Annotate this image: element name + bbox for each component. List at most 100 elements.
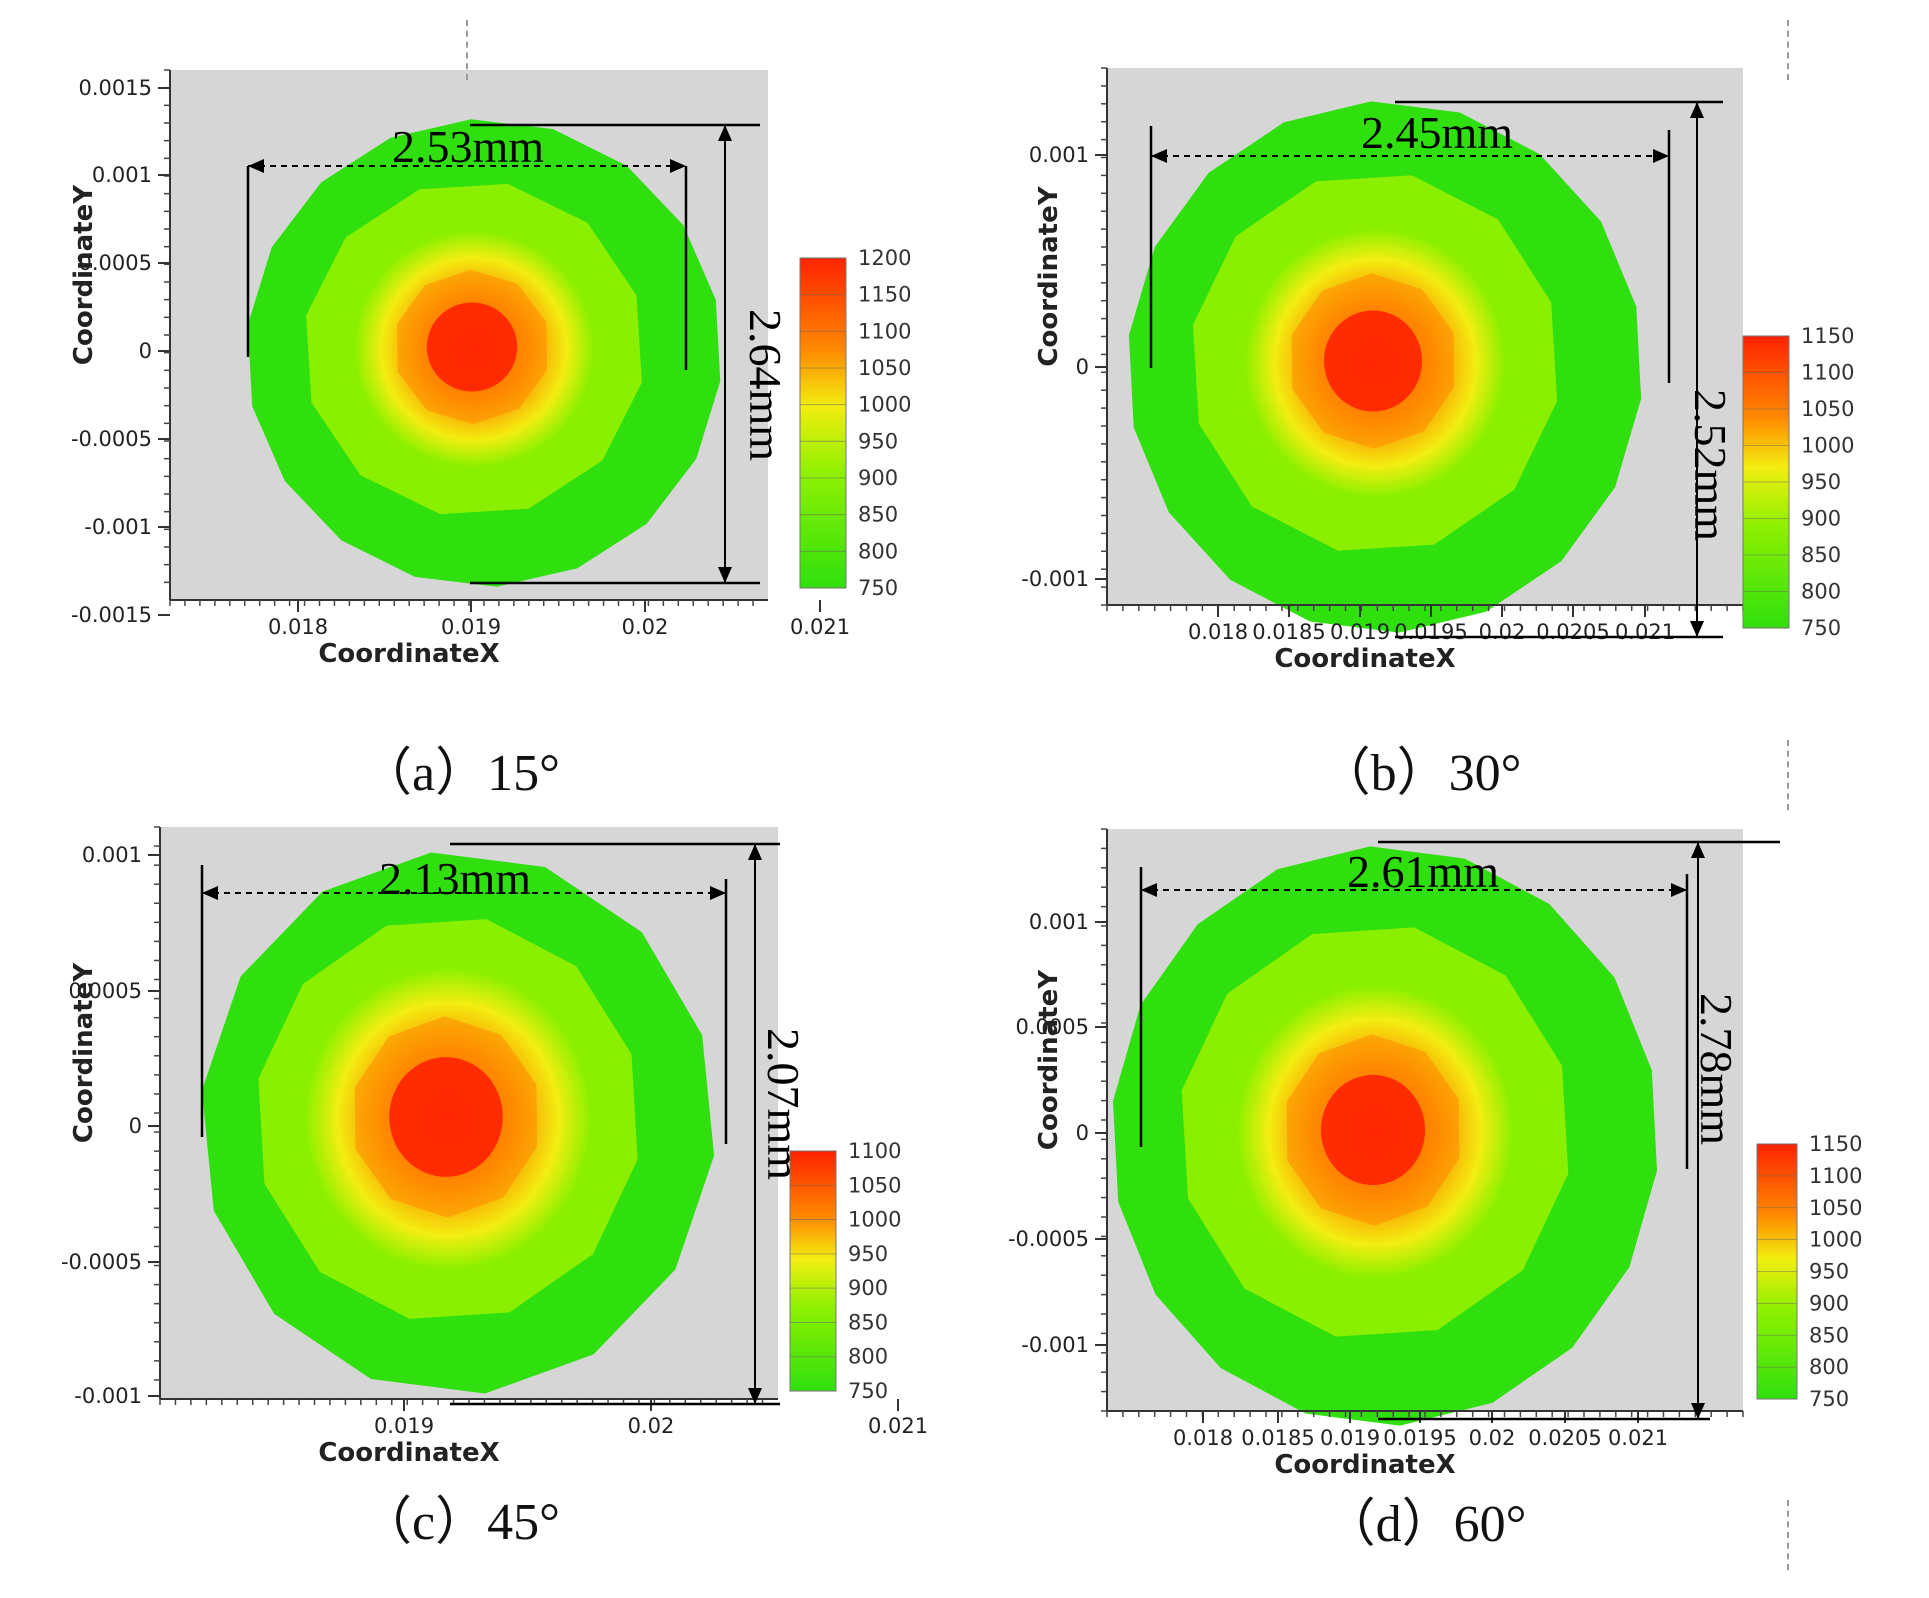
width-arrow-left (202, 886, 218, 900)
x-tick-label: 0.0205 (1536, 620, 1609, 644)
y-tick-label: -0.0005 (61, 1250, 142, 1274)
legend-label: 1000 (1801, 434, 1854, 458)
contour-peak-region (1323, 310, 1423, 412)
y-tick-label: 0 (129, 1114, 142, 1138)
legend-label: 1100 (1801, 361, 1854, 385)
x-tick-label: 0.0195 (1383, 1426, 1456, 1450)
legend-label: 1050 (858, 356, 911, 380)
y-tick-label: -0.001 (1021, 567, 1089, 591)
y-tick-label: -0.0015 (71, 603, 152, 627)
height-arrow-bottom (718, 567, 732, 583)
legend-label: 1050 (1801, 397, 1854, 421)
legend-label: 1050 (1809, 1196, 1862, 1220)
panel-a: 0.018 0.019 0.02 0.021 0.0015 0.001 0.0005 0 -0.… (0, 0, 964, 799)
x-tick-label: 0.019 (441, 615, 501, 639)
legend-colorbar (799, 257, 847, 589)
legend-colorbar (789, 1150, 837, 1392)
height-arrow-bottom (1691, 1403, 1705, 1419)
legend-label: 800 (848, 1345, 888, 1369)
height-arrow-top (718, 125, 732, 141)
panel-b: 0.018 0.0185 0.019 0.0195 0.02 0.0205 0.021 0.0… (965, 0, 1929, 799)
x-tick-label: 0.019 (374, 1414, 434, 1438)
height-dimension-label: 2.64mm (740, 309, 791, 461)
height-arrow-top (1691, 842, 1705, 858)
legend-label: 900 (858, 466, 898, 490)
legend-label: 1150 (1801, 324, 1854, 348)
contour-peak-region (389, 1057, 503, 1177)
panel-caption: （b）30° (1319, 745, 1522, 799)
legend-label: 750 (1809, 1387, 1849, 1411)
legend-label: 1050 (848, 1173, 901, 1197)
y-tick-label: 0.001 (82, 843, 142, 867)
panel-caption: （d）60° (1324, 1496, 1527, 1553)
legend-label: 900 (848, 1276, 888, 1300)
width-arrow-right (1671, 883, 1687, 897)
x-tick-label: 0.0185 (1241, 1426, 1314, 1450)
y-axis-title: CoordinateY (69, 962, 99, 1143)
y-axis-title: CoordinateY (1034, 185, 1064, 366)
legend-label: 850 (1809, 1323, 1849, 1347)
x-tick-label: 0.018 (1188, 620, 1248, 644)
y-tick-label: -0.0005 (71, 427, 152, 451)
y-tick-label: 0.0005 (69, 979, 142, 1003)
divider-guide-mid-right (1787, 740, 1789, 810)
width-arrow-left (1151, 149, 1167, 163)
legend-label: 800 (1801, 580, 1841, 604)
width-arrow-right (1653, 149, 1669, 163)
x-tick-label: 0.021 (1608, 1426, 1668, 1450)
y-tick-label: -0.001 (1021, 1333, 1089, 1357)
chart-svg-c: 0.019 0.02 0.021 0.001 0.0005 0 -0.0005 -0.001 C… (61, 826, 928, 1551)
width-dimension-label: 2.61mm (1347, 846, 1499, 897)
legend-label: 950 (1801, 470, 1841, 494)
x-tick-label: 0.018 (1173, 1426, 1233, 1450)
y-axis-title: CoordinateY (1034, 969, 1064, 1150)
panel-d: 0.018 0.0185 0.019 0.0195 0.02 0.0205 0.021 0.0… (965, 799, 1929, 1598)
panel-caption: （a）15° (360, 745, 560, 799)
legend-label: 750 (858, 576, 898, 600)
legend-label: 900 (1801, 507, 1841, 531)
panel-c: 0.019 0.02 0.021 0.001 0.0005 0 -0.0005 -0.001 C… (0, 799, 964, 1598)
x-tick-label: 0.021 (1615, 620, 1675, 644)
height-arrow-bottom (1690, 621, 1704, 637)
legend-label: 750 (848, 1379, 888, 1403)
height-arrow-top (1690, 102, 1704, 118)
x-axis-title: CoordinateX (318, 639, 499, 669)
height-dimension-label: 2.78mm (1691, 993, 1742, 1145)
divider-guide-bottom-right (1787, 1500, 1789, 1570)
legend-label: 950 (858, 429, 898, 453)
x-tick-label: 0.02 (1469, 1426, 1516, 1450)
y-tick-label: 0 (1076, 1121, 1089, 1145)
x-tick-label: 0.02 (1479, 620, 1526, 644)
legend-label: 1000 (848, 1208, 901, 1232)
legend-label: 900 (1809, 1291, 1849, 1315)
x-tick-label: 0.019 (1320, 1426, 1380, 1450)
y-axis-title: CoordinateY (69, 184, 99, 365)
y-tick-label: 0.001 (92, 163, 152, 187)
y-tick-label: -0.0005 (1008, 1227, 1089, 1251)
y-tick-label: 0 (1076, 355, 1089, 379)
width-arrow-left (1141, 883, 1157, 897)
y-tick-label: 0.001 (1029, 910, 1089, 934)
legend-label: 1100 (1809, 1164, 1862, 1188)
height-dimension-label: 2.07mm (758, 1028, 809, 1180)
height-arrow-top (748, 844, 762, 860)
x-tick-label: 0.021 (790, 615, 850, 639)
width-dimension-label: 2.45mm (1361, 107, 1513, 158)
legend-label: 1100 (858, 319, 911, 343)
y-tick-label: -0.001 (74, 1384, 142, 1408)
x-tick-label: 0.019 (1330, 620, 1390, 644)
legend-label: 1150 (858, 283, 911, 307)
x-tick-label: 0.02 (622, 615, 669, 639)
height-arrow-bottom (748, 1388, 762, 1404)
legend-label: 1000 (858, 393, 911, 417)
x-tick-label: 0.0205 (1528, 1426, 1601, 1450)
y-tick-label: -0.001 (84, 515, 152, 539)
legend-label: 950 (848, 1242, 888, 1266)
chart-svg-a: 0.018 0.019 0.02 0.021 0.0015 0.001 0.0005 0 -0.… (69, 69, 911, 799)
legend-label: 750 (1801, 616, 1841, 640)
x-tick-label: 0.0195 (1394, 620, 1467, 644)
legend-label: 1000 (1809, 1228, 1862, 1252)
chart-svg-b: 0.018 0.0185 0.019 0.0195 0.02 0.0205 0.021 0.0… (1021, 67, 1854, 799)
x-tick-label: 0.021 (868, 1414, 928, 1438)
legend-label: 1100 (848, 1139, 901, 1163)
